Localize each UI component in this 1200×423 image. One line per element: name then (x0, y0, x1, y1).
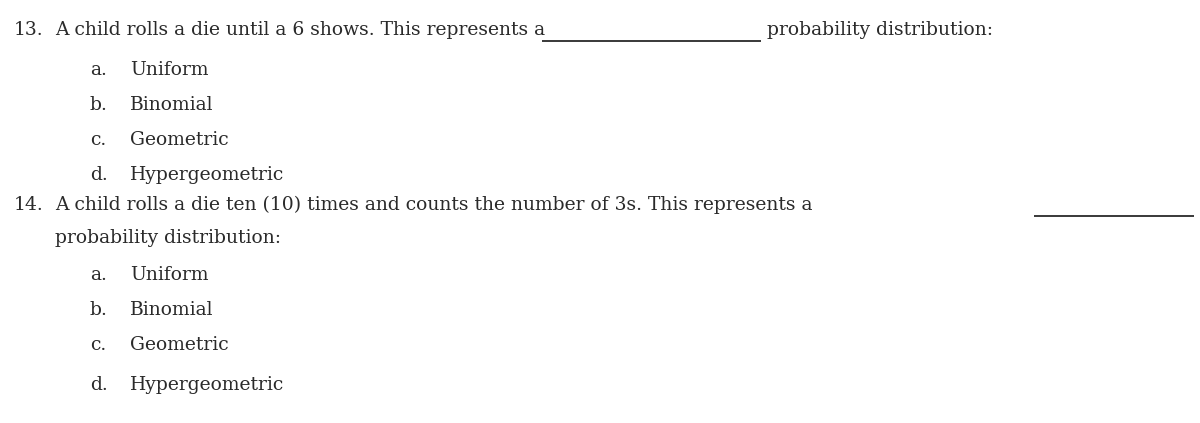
Text: d.: d. (90, 166, 108, 184)
Text: Geometric: Geometric (130, 131, 229, 149)
Text: Hypergeometric: Hypergeometric (130, 166, 284, 184)
Text: Binomial: Binomial (130, 301, 214, 319)
Text: A child rolls a die ten (10) times and counts the number of 3s. This represents : A child rolls a die ten (10) times and c… (55, 196, 818, 214)
Text: Hypergeometric: Hypergeometric (130, 376, 284, 394)
Text: d.: d. (90, 376, 108, 394)
Text: Binomial: Binomial (130, 96, 214, 114)
Text: 13.: 13. (14, 21, 43, 39)
Text: probability distribution:: probability distribution: (767, 21, 992, 39)
Text: a.: a. (90, 266, 107, 284)
Text: b.: b. (90, 301, 108, 319)
Text: b.: b. (90, 96, 108, 114)
Text: a.: a. (90, 61, 107, 79)
Text: c.: c. (90, 131, 107, 149)
Text: Uniform: Uniform (130, 266, 209, 284)
Text: Geometric: Geometric (130, 336, 229, 354)
Text: A child rolls a die until a 6 shows. This represents a: A child rolls a die until a 6 shows. Thi… (55, 21, 551, 39)
Text: c.: c. (90, 336, 107, 354)
Text: 14.: 14. (14, 196, 43, 214)
Text: probability distribution:: probability distribution: (55, 229, 281, 247)
Text: Uniform: Uniform (130, 61, 209, 79)
